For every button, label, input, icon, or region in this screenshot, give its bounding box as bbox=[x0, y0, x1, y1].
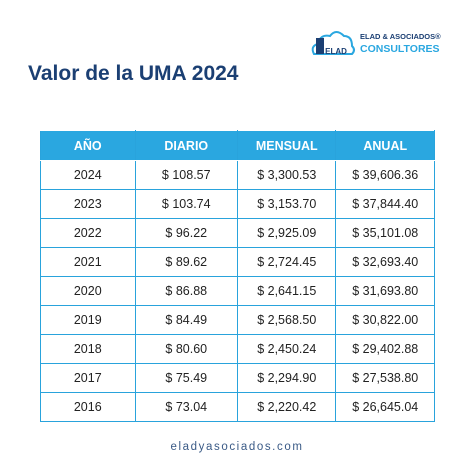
table-cell: 2019 bbox=[40, 305, 136, 335]
table-cell: 2024 bbox=[40, 160, 136, 190]
table-cell: $ 37,844.40 bbox=[335, 189, 435, 219]
table-row: 2018 $ 80.60 $ 2,450.24 $ 29,402.88 bbox=[40, 334, 435, 364]
table-cell: $ 108.57 bbox=[134, 160, 238, 190]
logo-line2: CONSULTORES bbox=[360, 43, 440, 55]
table-cell: $ 84.49 bbox=[134, 305, 238, 335]
table-body: 2024 $ 108.57 $ 3,300.53 $ 39,606.36 2023 $ 1… bbox=[40, 160, 435, 422]
table-cell: $ 30,822.00 bbox=[335, 305, 435, 335]
logo: ELAD ELAD & ASOCIADOS® CONSULTORES bbox=[311, 31, 441, 56]
table-cell: 2018 bbox=[40, 334, 136, 364]
table-cell: 2017 bbox=[40, 363, 136, 393]
table-cell: $ 3,300.53 bbox=[236, 160, 337, 190]
table-cell: $ 86.88 bbox=[134, 276, 238, 306]
footer-url: eladyasociados.com bbox=[170, 441, 304, 453]
logo-icon-text: ELAD bbox=[325, 47, 347, 56]
header-cell: DIARIO bbox=[134, 130, 238, 161]
table-cell: $ 96.22 bbox=[134, 218, 238, 248]
table-cell: $ 27,538.80 bbox=[335, 363, 435, 393]
header-row: AÑO DIARIO MENSUAL ANUAL bbox=[40, 130, 435, 161]
table-cell: $ 80.60 bbox=[134, 334, 238, 364]
table-cell: $ 35,101.08 bbox=[335, 218, 435, 248]
table-cell: $ 26,645.04 bbox=[335, 392, 435, 422]
table-cell: $ 89.62 bbox=[134, 247, 238, 277]
table-row: 2021 $ 89.62 $ 2,724.45 $ 32,693.40 bbox=[40, 247, 435, 277]
table-row: 2023 $ 103.74 $ 3,153.70 $ 37,844.40 bbox=[40, 189, 435, 219]
header-cell: MENSUAL bbox=[236, 130, 337, 161]
table-row: 2019 $ 84.49 $ 2,568.50 $ 30,822.00 bbox=[40, 305, 435, 335]
table-row: 2016 $ 73.04 $ 2,220.42 $ 26,645.04 bbox=[40, 392, 435, 422]
table-cell: $ 2,220.42 bbox=[236, 392, 337, 422]
header-cell: ANUAL bbox=[335, 130, 435, 161]
table-row: 2020 $ 86.88 $ 2,641.15 $ 31,693.80 bbox=[40, 276, 435, 306]
table-cell: $ 3,153.70 bbox=[236, 189, 337, 219]
uma-table: AÑO DIARIO MENSUAL ANUAL 2024 $ 108.57 $ 3,30… bbox=[40, 130, 435, 422]
table-cell: $ 2,925.09 bbox=[236, 218, 337, 248]
table-cell: $ 103.74 bbox=[134, 189, 238, 219]
logo-figure bbox=[316, 38, 324, 54]
table-cell: 2020 bbox=[40, 276, 136, 306]
table-cell: $ 73.04 bbox=[134, 392, 238, 422]
table-cell: $ 2,450.24 bbox=[236, 334, 337, 364]
table-cell: $ 75.49 bbox=[134, 363, 238, 393]
table-row: 2024 $ 108.57 $ 3,300.53 $ 39,606.36 bbox=[40, 160, 435, 190]
table-cell: 2023 bbox=[40, 189, 136, 219]
table-cell: $ 29,402.88 bbox=[335, 334, 435, 364]
title: Valor de la UMA 2024 bbox=[28, 62, 239, 85]
table-cell: $ 2,294.90 bbox=[236, 363, 337, 393]
table-cell: $ 2,568.50 bbox=[236, 305, 337, 335]
table-cell: $ 31,693.80 bbox=[335, 276, 435, 306]
table-cell: $ 2,724.45 bbox=[236, 247, 337, 277]
table-cell: $ 39,606.36 bbox=[335, 160, 435, 190]
table-cell: $ 32,693.40 bbox=[335, 247, 435, 277]
logo-line1: ELAD & ASOCIADOS® bbox=[360, 32, 441, 41]
table-cell: 2021 bbox=[40, 247, 136, 277]
table-row: 2017 $ 75.49 $ 2,294.90 $ 27,538.80 bbox=[40, 363, 435, 393]
table-cell: $ 2,641.15 bbox=[236, 276, 337, 306]
header-cell: AÑO bbox=[40, 130, 136, 161]
table-cell: 2016 bbox=[40, 392, 136, 422]
table-row: 2022 $ 96.22 $ 2,925.09 $ 35,101.08 bbox=[40, 218, 435, 248]
table-cell: 2022 bbox=[40, 218, 136, 248]
